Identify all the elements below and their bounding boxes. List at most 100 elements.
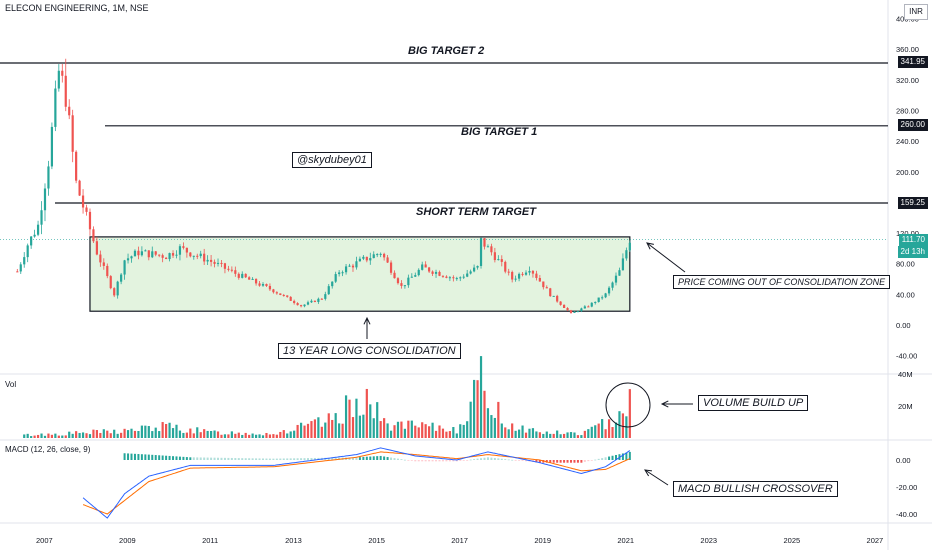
candle-body [403, 285, 406, 287]
volume-bar [275, 434, 278, 438]
candle-body [490, 246, 493, 253]
price-axis-tick: 120.00 [896, 229, 919, 238]
currency-button[interactable]: INR [904, 4, 928, 20]
candle-body [559, 301, 562, 305]
volume-bar [511, 423, 514, 438]
candle-body [628, 242, 631, 251]
volume-bar [573, 432, 576, 438]
volume-bar [590, 426, 593, 438]
volume-bar [424, 424, 427, 438]
volume-bar [130, 428, 133, 438]
candle-body [365, 256, 368, 261]
candle-body [618, 270, 621, 276]
volume-bar [559, 434, 562, 438]
candle-body [289, 296, 292, 301]
macd-histogram-bar [421, 460, 424, 462]
candle-body [466, 273, 469, 277]
volume-bar [50, 434, 54, 438]
candle-body [517, 273, 521, 279]
macd-histogram-bar [282, 458, 285, 460]
volume-bar [120, 432, 123, 438]
volume-bar [161, 422, 164, 438]
macd-histogram-bar [234, 458, 237, 460]
candle-body [286, 295, 289, 297]
volume-bar [614, 422, 618, 438]
macd-histogram-bar [192, 457, 195, 460]
volume-axis-tick: 40M [898, 370, 913, 379]
macd-histogram-bar [279, 458, 282, 460]
author-tag: @skydubey01 [292, 152, 372, 168]
volume-bar [497, 401, 500, 438]
candle-body [168, 253, 171, 260]
volume-bar [331, 419, 334, 438]
volume-bar [47, 433, 50, 438]
volume-bar [61, 435, 64, 438]
volume-bar [75, 431, 78, 438]
candle-body [576, 311, 580, 313]
volume-bar [165, 424, 168, 438]
macd-histogram-bar [306, 458, 309, 460]
volume-bar [95, 430, 98, 438]
candle-body [223, 263, 227, 269]
candle-body [407, 277, 410, 286]
candle-body [213, 261, 216, 264]
volume-bar [379, 421, 382, 438]
macd-histogram-bar [175, 456, 178, 460]
candle-body [358, 258, 362, 262]
macd-histogram-bar [390, 457, 393, 460]
volume-bar [199, 432, 202, 438]
macd-histogram-bar [566, 460, 569, 463]
volume-bar [594, 425, 597, 438]
volume-bar [113, 429, 116, 438]
volume-bar [490, 415, 493, 438]
volume-bar [137, 430, 140, 438]
macd-histogram-bar [552, 460, 555, 463]
volume-bar [88, 434, 92, 438]
macd-histogram-bar [469, 459, 472, 461]
volume-bar [618, 411, 621, 438]
volume-bar [403, 428, 406, 438]
macd-histogram-bar [625, 452, 628, 460]
consolidation-zone [89, 236, 631, 312]
volume-bar [206, 430, 209, 438]
candle-body [597, 297, 600, 302]
volume-bar [448, 431, 451, 438]
volume-bar [428, 426, 431, 438]
candle-body [327, 286, 330, 295]
volume-bar [189, 428, 192, 438]
volume-bar [459, 424, 462, 438]
candle-body [220, 262, 223, 264]
candle-body [313, 300, 317, 302]
macd-histogram-bar [518, 460, 521, 461]
macd-histogram-bar [435, 460, 438, 462]
volume-bar [538, 432, 541, 438]
candle-body [389, 262, 393, 273]
macd-histogram-bar [500, 458, 503, 460]
macd-histogram-bar [362, 456, 365, 460]
volume-bar [431, 422, 434, 438]
candle-body [61, 70, 64, 76]
macd-histogram-bar [417, 460, 420, 462]
candle-body [36, 224, 40, 235]
volume-bar [486, 408, 490, 438]
last-price-tag: 111.70 [898, 234, 928, 246]
candle-body [199, 253, 202, 257]
volume-bar [258, 434, 261, 438]
macd-histogram-bar [338, 457, 341, 460]
candle-body [476, 265, 479, 268]
volume-bar [500, 423, 503, 438]
volume-bar [344, 395, 348, 438]
candle-body [165, 257, 168, 260]
price-axis-tick: 0.00 [896, 321, 911, 330]
macd-histogram-bar [369, 456, 372, 460]
candle-body [203, 253, 206, 262]
volume-bar [514, 430, 517, 438]
candle-body [151, 251, 154, 258]
macd-histogram-bar [549, 460, 552, 463]
volume-bar [313, 419, 317, 438]
macd-histogram-bar [424, 460, 427, 462]
macd-histogram-bar [220, 457, 223, 460]
candle-body [479, 238, 483, 266]
